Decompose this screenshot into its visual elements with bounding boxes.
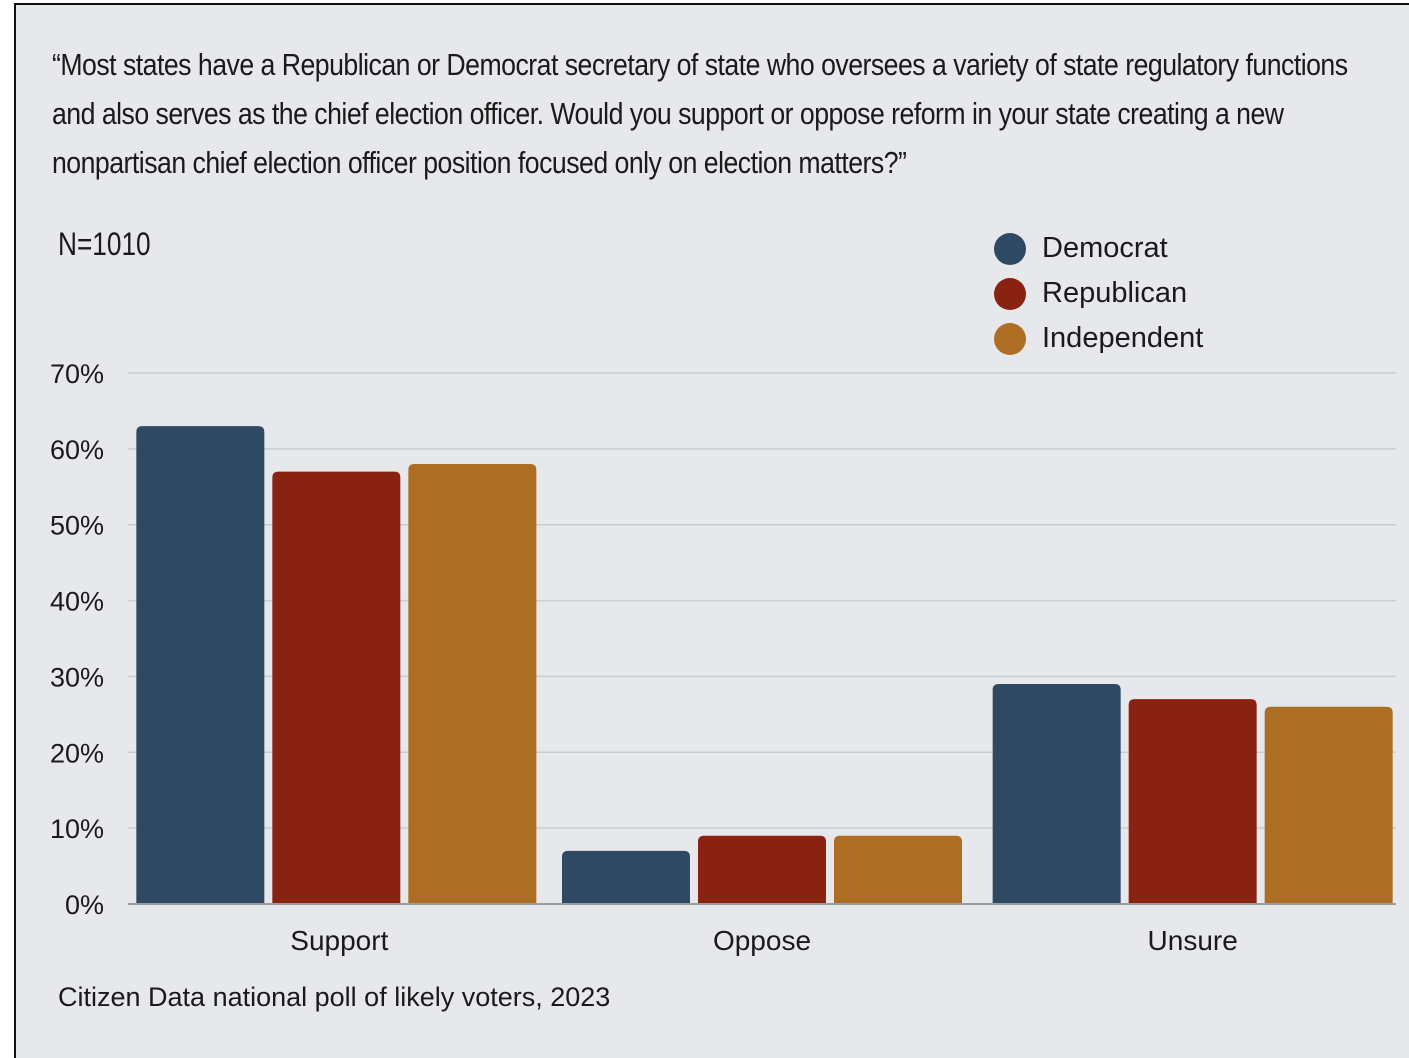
bar-support-republican bbox=[272, 471, 401, 904]
legend-swatch-republican bbox=[994, 277, 1026, 310]
y-tick-label: 10% bbox=[50, 814, 104, 844]
bar-support-democrat bbox=[136, 426, 265, 904]
bar-oppose-republican bbox=[698, 835, 826, 904]
legend-label-democrat: Democrat bbox=[1042, 232, 1168, 264]
chart-legend: Democrat Republican Independent bbox=[994, 226, 1203, 361]
bar-unsure-independent bbox=[1264, 706, 1393, 904]
y-tick-label: 0% bbox=[65, 890, 104, 920]
legend-swatch-independent bbox=[994, 322, 1026, 355]
x-tick-label: Oppose bbox=[713, 925, 811, 956]
sample-size-label: N=1010 bbox=[58, 226, 151, 262]
legend-item-democrat: Democrat bbox=[994, 226, 1203, 271]
legend-item-independent: Independent bbox=[994, 316, 1203, 361]
bar-unsure-republican bbox=[1128, 699, 1257, 904]
y-tick-label: 50% bbox=[50, 511, 104, 541]
y-tick-label: 40% bbox=[50, 587, 104, 617]
y-tick-label: 70% bbox=[50, 359, 104, 389]
chart-question-title: “Most states have a Republican or Democr… bbox=[52, 47, 1348, 180]
y-tick-label: 20% bbox=[50, 738, 104, 768]
x-tick-label: Unsure bbox=[1148, 925, 1238, 956]
bar-oppose-democrat bbox=[562, 850, 690, 904]
bar-unsure-democrat bbox=[992, 684, 1121, 904]
y-tick-label: 60% bbox=[50, 435, 104, 465]
legend-item-republican: Republican bbox=[994, 271, 1203, 316]
legend-label-republican: Republican bbox=[1042, 277, 1188, 309]
bar-support-independent bbox=[408, 464, 537, 904]
y-tick-label: 30% bbox=[50, 662, 104, 692]
x-tick-label: Support bbox=[290, 925, 388, 956]
source-note: Citizen Data national poll of likely vot… bbox=[58, 982, 611, 1012]
legend-label-independent: Independent bbox=[1042, 322, 1204, 354]
legend-swatch-democrat bbox=[994, 232, 1026, 265]
bar-oppose-independent bbox=[834, 835, 962, 904]
